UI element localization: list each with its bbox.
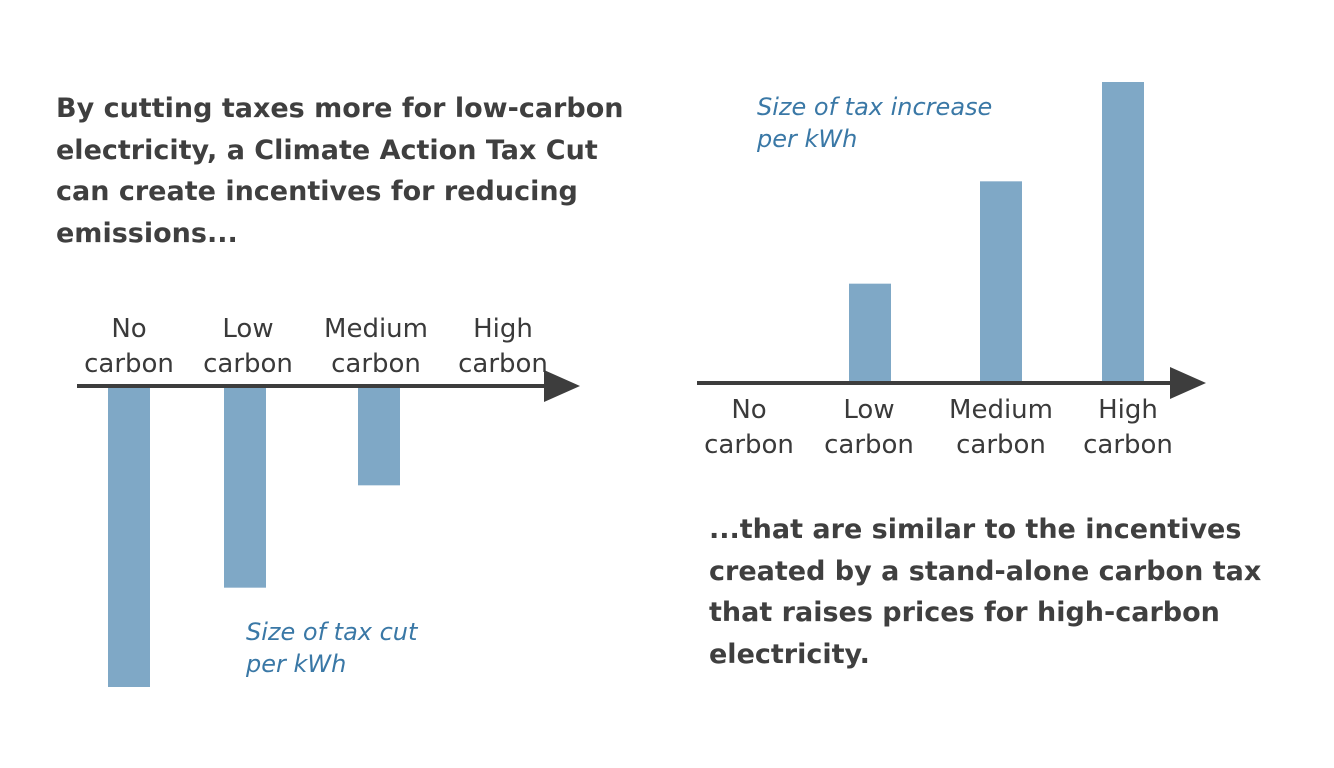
bar-no-carbon (108, 386, 150, 687)
headline-right: ...that are similar to the incentives cr… (709, 514, 1262, 670)
tax-increase-chart: No carbon Low carbon Medium carbon High carbon S… (697, 82, 1206, 460)
tick-label-no-carbon: No carbon (704, 395, 794, 460)
bar-low-carbon (849, 283, 891, 383)
tick-label-medium-carbon: Medium carbon (949, 395, 1053, 460)
x-axis-arrow-icon (1170, 367, 1206, 399)
tick-label-low-carbon: Low carbon (203, 314, 293, 379)
bar-medium-carbon (980, 181, 1022, 383)
series-label: Size of tax increase per kWh (756, 93, 992, 153)
tax-cut-chart: No carbon Low carbon Medium carbon High carbon S… (77, 314, 580, 687)
headline-left: By cutting taxes more for low-carbon ele… (56, 93, 624, 249)
bar-medium-carbon (358, 386, 400, 486)
series-label: Size of tax cut per kWh (245, 618, 419, 678)
tick-label-low-carbon: Low carbon (824, 395, 914, 460)
x-axis-arrow-icon (544, 370, 580, 402)
tick-label-no-carbon: No carbon (84, 314, 174, 379)
tick-label-high-carbon: High carbon (458, 314, 548, 379)
bar-low-carbon (224, 386, 266, 588)
tick-label-medium-carbon: Medium carbon (324, 314, 428, 379)
tick-label-high-carbon: High carbon (1083, 395, 1173, 460)
bar-high-carbon (1102, 82, 1144, 383)
